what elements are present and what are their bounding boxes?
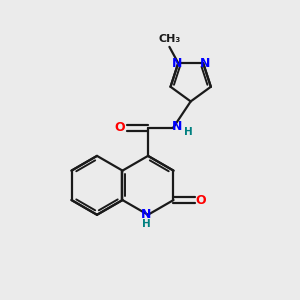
Text: O: O — [196, 194, 206, 207]
Text: N: N — [200, 57, 210, 70]
Text: H: H — [142, 219, 151, 229]
Text: CH₃: CH₃ — [158, 34, 181, 44]
Text: N: N — [172, 120, 182, 133]
Text: N: N — [141, 208, 152, 221]
Text: O: O — [115, 122, 125, 134]
Text: H: H — [184, 127, 193, 137]
Text: N: N — [172, 57, 182, 70]
